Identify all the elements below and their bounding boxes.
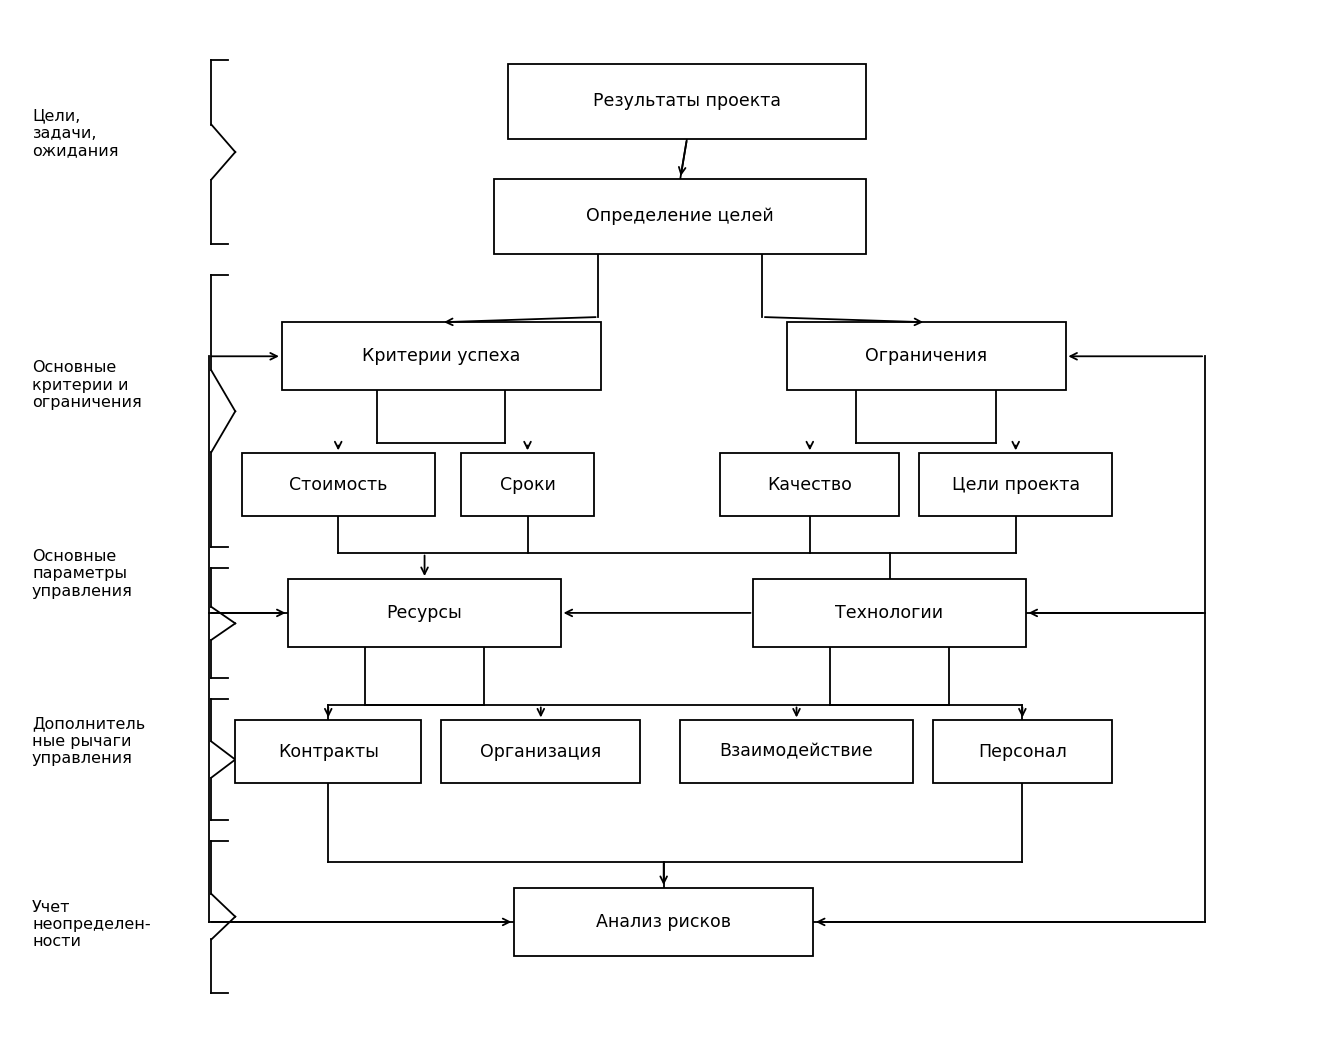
Bar: [507, 63, 866, 139]
Bar: [281, 322, 600, 391]
Bar: [235, 720, 422, 783]
Text: Анализ рисков: Анализ рисков: [596, 913, 731, 931]
Bar: [680, 720, 912, 783]
Text: Технологии: Технологии: [835, 604, 943, 622]
Text: Стоимость: Стоимость: [289, 476, 387, 494]
Text: Персонал: Персонал: [978, 742, 1067, 760]
Text: Контракты: Контракты: [277, 742, 379, 760]
Text: Учет
неопределен-
ности: Учет неопределен- ности: [32, 899, 151, 950]
Bar: [932, 720, 1113, 783]
Text: Ресурсы: Ресурсы: [387, 604, 463, 622]
Bar: [495, 179, 866, 254]
Text: Критерии успеха: Критерии успеха: [362, 347, 520, 365]
Text: Основные
параметры
управления: Основные параметры управления: [32, 549, 133, 598]
Text: Взаимодействие: Взаимодействие: [719, 742, 874, 760]
Text: Организация: Организация: [480, 742, 602, 760]
Bar: [514, 888, 814, 956]
Bar: [241, 453, 435, 516]
Text: Качество: Качество: [767, 476, 852, 494]
Bar: [919, 453, 1113, 516]
Bar: [720, 453, 899, 516]
Text: Результаты проекта: Результаты проекта: [592, 93, 780, 111]
Bar: [754, 579, 1026, 647]
Bar: [288, 579, 560, 647]
Text: Цели проекта: Цели проекта: [951, 476, 1079, 494]
Text: Дополнитель
ные рычаги
управления: Дополнитель ные рычаги управления: [32, 716, 145, 767]
Text: Основные
критерии и
ограничения: Основные критерии и ограничения: [32, 360, 141, 410]
Text: Определение целей: Определение целей: [587, 207, 774, 225]
Bar: [442, 720, 640, 783]
Text: Цели,
задачи,
ожидания: Цели, задачи, ожидания: [32, 108, 119, 159]
Bar: [462, 453, 594, 516]
Text: Ограничения: Ограничения: [864, 347, 987, 365]
Text: Сроки: Сроки: [499, 476, 555, 494]
Bar: [787, 322, 1066, 391]
